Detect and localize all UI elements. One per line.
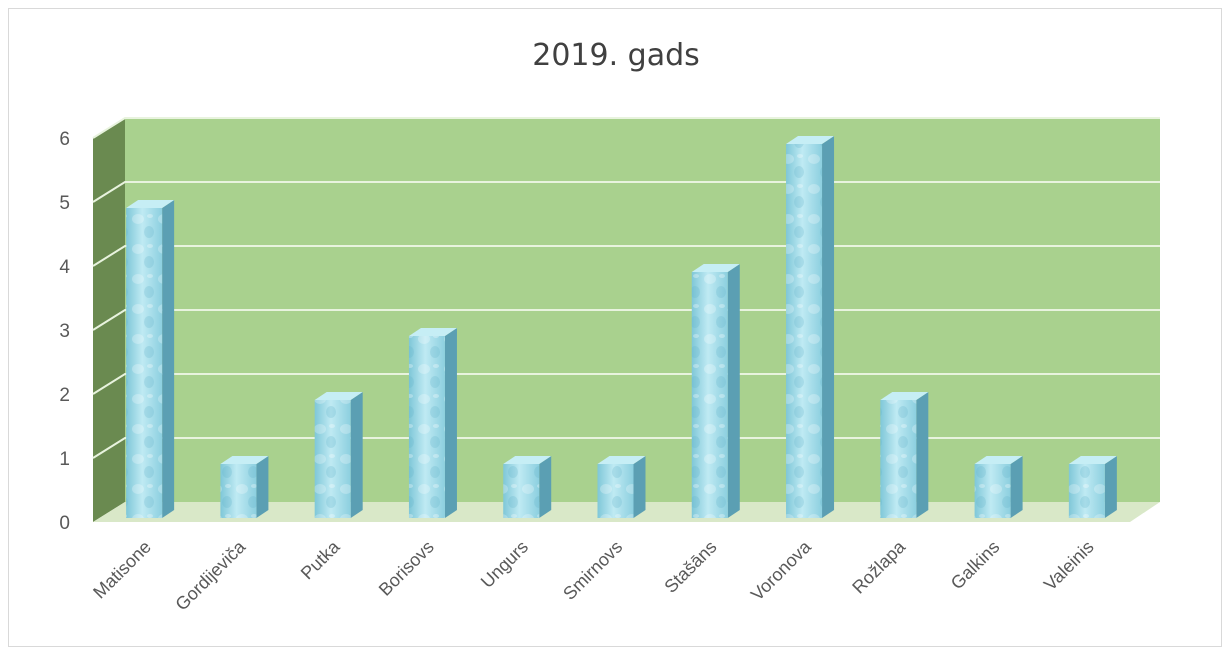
bar-texture xyxy=(597,464,634,518)
gridline xyxy=(92,117,1160,139)
x-tick-label: Voronova xyxy=(747,536,816,605)
x-tick-label: Gordijeviča xyxy=(171,536,250,615)
x-tick-label: Smirnovs xyxy=(559,537,626,604)
x-tick-label: Matisone xyxy=(89,537,155,603)
bar-top xyxy=(220,456,269,464)
y-tick-label: 6 xyxy=(59,129,70,150)
bar-top xyxy=(408,328,457,336)
bar-top xyxy=(880,392,929,400)
bar-top xyxy=(691,264,740,272)
bar-texture xyxy=(314,400,351,518)
bar-side xyxy=(539,456,552,518)
bar-side xyxy=(1104,456,1117,518)
bar-texture xyxy=(220,464,257,518)
x-tick-label: Galkins xyxy=(947,537,1004,594)
bar-top xyxy=(1068,456,1117,464)
x-tick-label: Putka xyxy=(297,536,344,583)
bar-top xyxy=(126,200,175,208)
y-tick-label: 2 xyxy=(59,385,70,406)
y-tick-label: 1 xyxy=(59,449,70,470)
y-tick-label: 4 xyxy=(59,257,70,278)
bar-side xyxy=(350,392,363,518)
bar-top xyxy=(597,456,646,464)
x-tick-label: Valeinis xyxy=(1040,537,1098,595)
bar-texture xyxy=(503,464,540,518)
bar-side xyxy=(727,264,740,518)
bar-side xyxy=(916,392,929,518)
x-tick-label: Borisovs xyxy=(375,537,438,600)
y-tick-label: 3 xyxy=(59,321,70,342)
x-tick-label: Ungurs xyxy=(477,537,532,592)
bar-texture xyxy=(974,464,1011,518)
x-tick-label: Rožlapa xyxy=(848,536,910,598)
bar-texture xyxy=(880,400,917,518)
bar-top xyxy=(786,136,835,144)
bar-side xyxy=(1010,456,1023,518)
bar-side xyxy=(633,456,646,518)
y-tick-label: 5 xyxy=(59,193,70,214)
bar-side xyxy=(444,328,457,518)
bar-texture xyxy=(408,336,445,518)
bar-top xyxy=(974,456,1023,464)
y-tick-label: 0 xyxy=(59,513,70,534)
bar-top xyxy=(503,456,552,464)
bar-texture xyxy=(126,208,163,518)
bar-top xyxy=(314,392,363,400)
bar-side xyxy=(822,136,835,518)
x-tick-label: Stašāns xyxy=(660,537,720,597)
bar-texture xyxy=(1068,464,1105,518)
bar-side xyxy=(256,456,269,518)
bar-texture xyxy=(786,144,823,518)
bar-side xyxy=(162,200,175,518)
chart-title: 2019. gads xyxy=(532,38,700,73)
bar-texture xyxy=(691,272,728,518)
